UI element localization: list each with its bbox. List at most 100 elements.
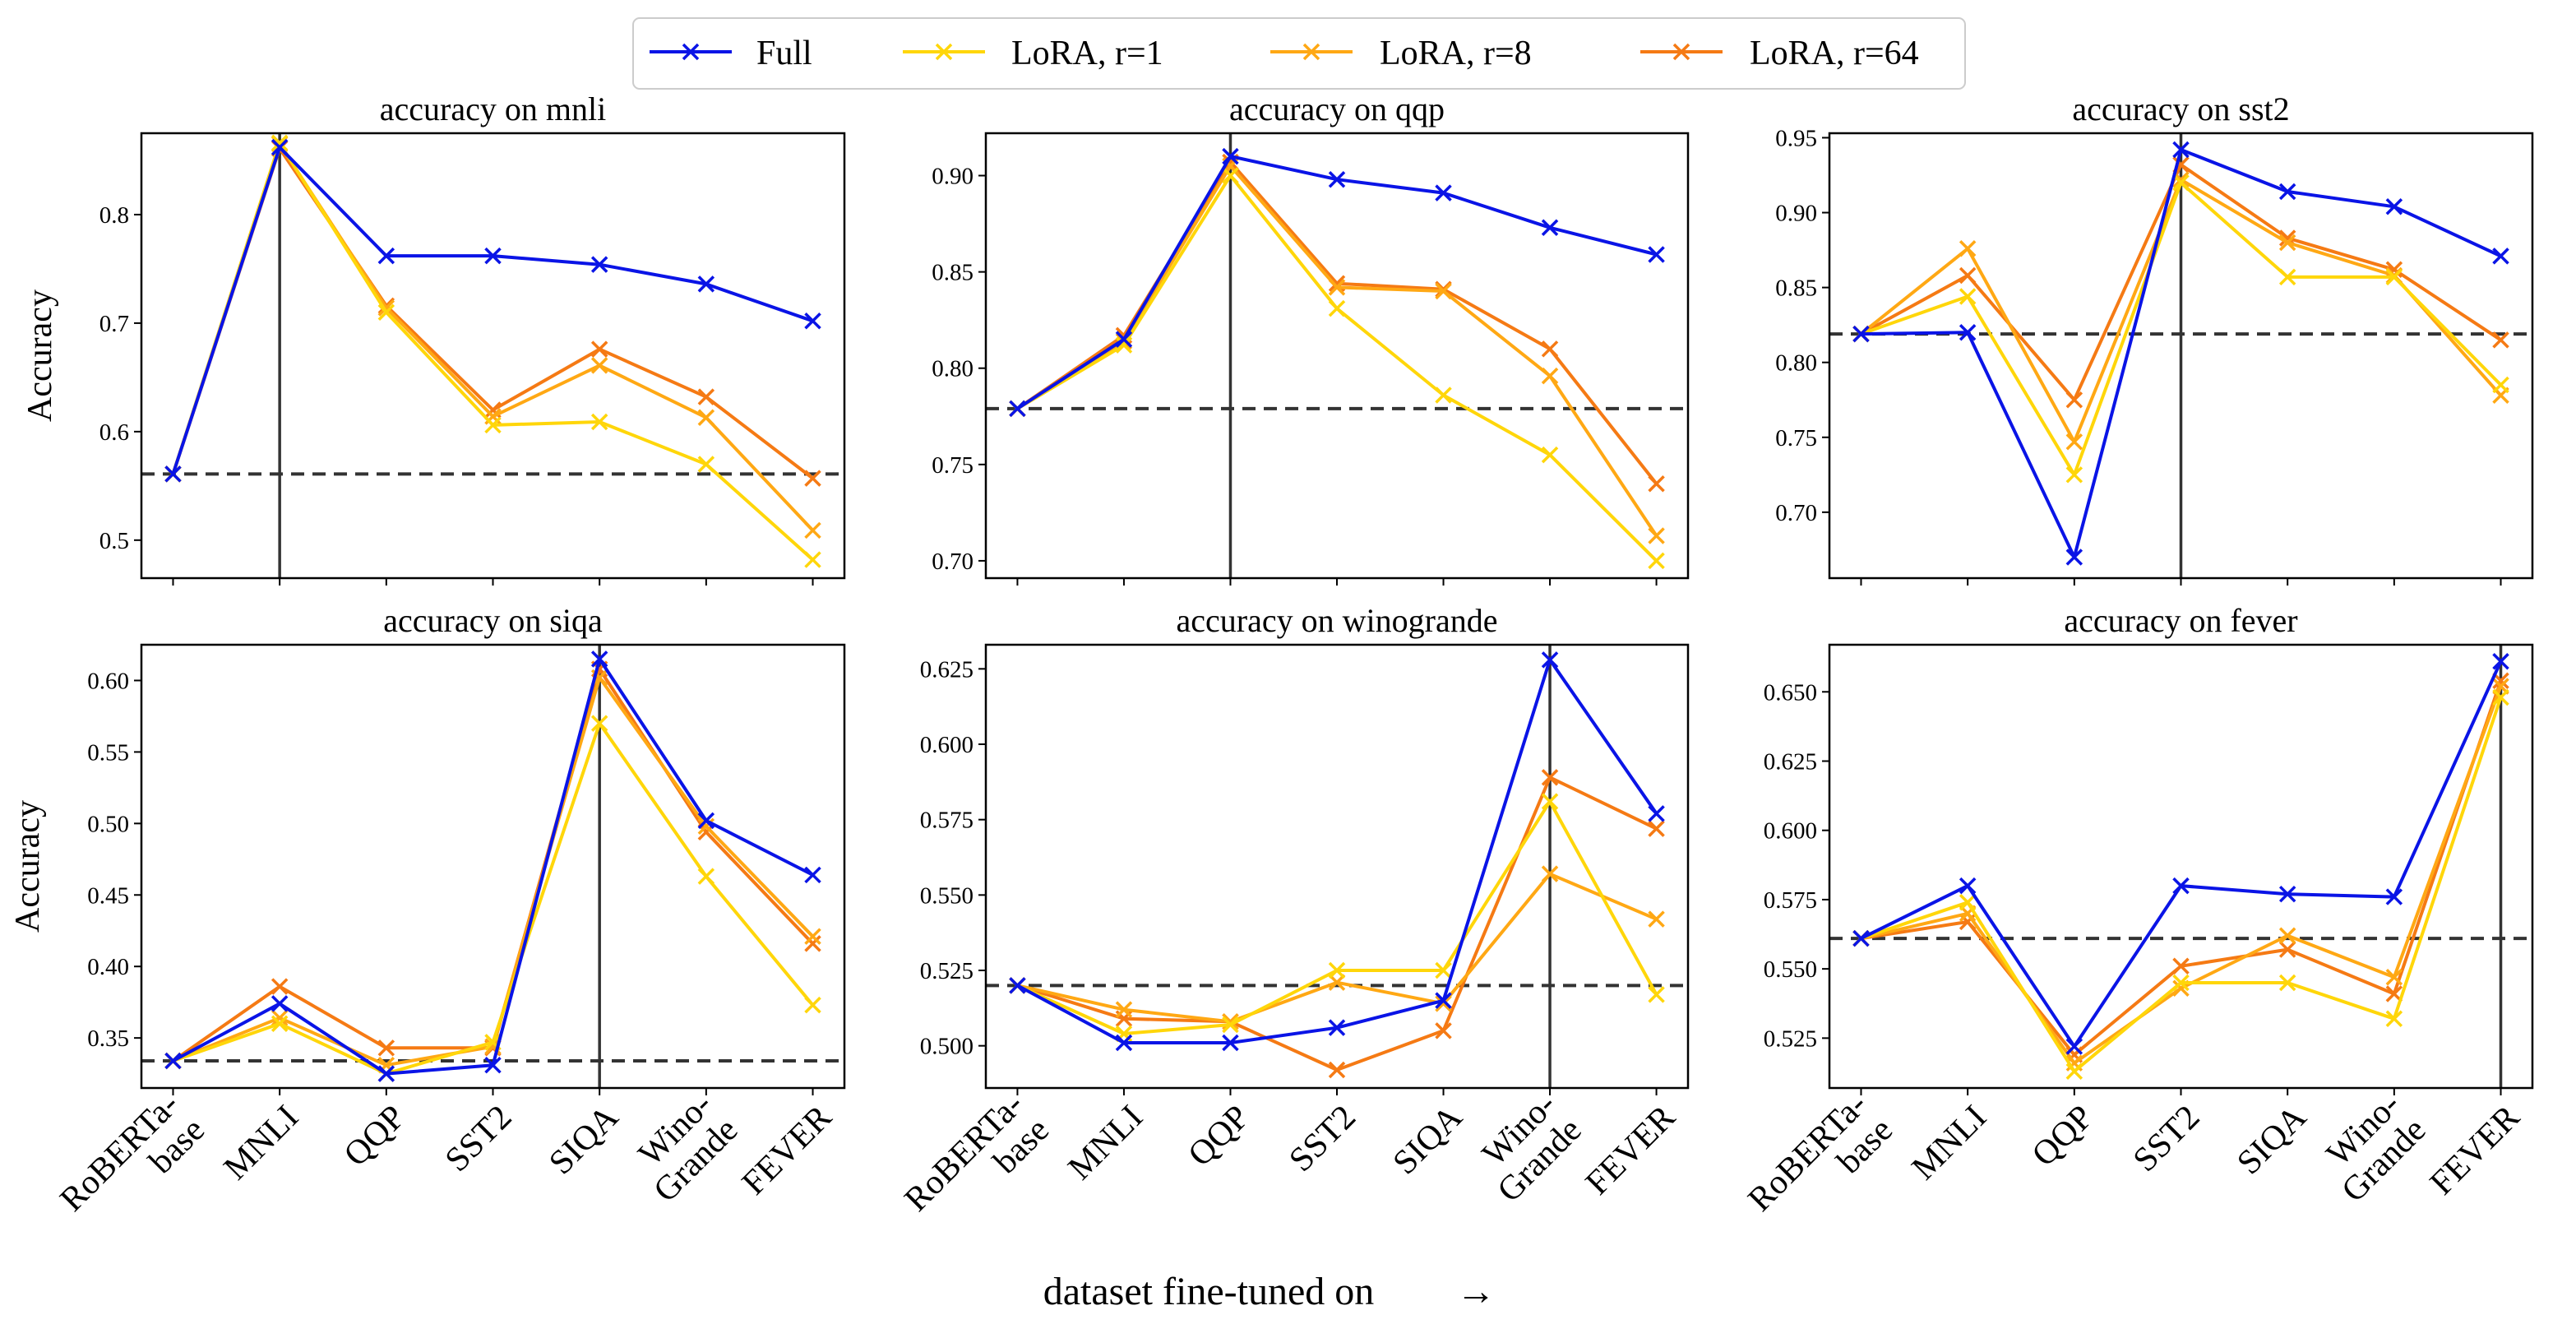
- data-point: [2385, 268, 2403, 286]
- legend-entry-full: Full: [650, 35, 812, 72]
- data-point: [1959, 877, 1977, 895]
- y-tick-label: 0.80: [1775, 350, 1817, 377]
- series-full: [1009, 651, 1665, 1052]
- y-tick-label: 0.85: [932, 260, 974, 286]
- y-tick-label: 0.550: [920, 882, 974, 909]
- data-point: [590, 650, 608, 668]
- y-tick-label: 0.575: [1764, 887, 1817, 914]
- data-point: [271, 134, 289, 152]
- series-full: [1852, 652, 2509, 1055]
- legend-label: LoRA, r=64: [1750, 35, 1919, 72]
- data-point: [697, 409, 715, 426]
- data-point: [804, 866, 821, 884]
- data-point: [2172, 957, 2190, 975]
- panel-title: accuracy on mnli: [380, 90, 606, 127]
- data-point: [2065, 466, 2083, 484]
- y-tick-label: 0.80: [932, 356, 974, 382]
- y-tick-label: 0.70: [932, 549, 974, 575]
- data-point: [1222, 147, 1239, 165]
- data-point: [164, 465, 182, 483]
- data-point: [484, 247, 502, 265]
- data-point: [271, 978, 289, 995]
- legend-label: LoRA, r=8: [1380, 35, 1532, 72]
- series-full: [164, 650, 821, 1082]
- data-point: [1328, 961, 1346, 979]
- data-point: [1435, 184, 1452, 201]
- panel-accuracy-on-mnli: accuracy on mnli Accuracy 0.5 0.6 0.7 0.8: [21, 90, 846, 586]
- panel-title: accuracy on winogrande: [1177, 602, 1498, 639]
- data-point: [1648, 820, 1665, 837]
- data-point: [2278, 268, 2296, 286]
- data-point: [697, 868, 715, 885]
- data-point: [1852, 929, 1870, 947]
- plot-area: [141, 133, 844, 578]
- data-point: [590, 715, 608, 732]
- panel-title: accuracy on qqp: [1229, 90, 1445, 127]
- data-point: [1648, 910, 1665, 928]
- figure-xlabel: dataset fine-tuned on: [1043, 1270, 1375, 1313]
- y-tick-label: 0.8: [99, 202, 129, 229]
- xlabel-arrow: →: [1456, 1270, 1496, 1313]
- panel-title: accuracy on fever: [2064, 602, 2297, 639]
- data-point: [804, 551, 821, 568]
- y-tick-label: 0.40: [87, 954, 129, 980]
- series-full: [164, 138, 821, 483]
- axes-frame: [1828, 643, 2534, 1090]
- y-tick-label: 0.500: [920, 1034, 974, 1060]
- data-point: [1541, 865, 1559, 882]
- y-tick-label: 0.90: [932, 164, 974, 190]
- data-point: [2278, 927, 2296, 944]
- data-point: [1541, 446, 1559, 464]
- data-point: [2278, 885, 2296, 903]
- plot-area: [1829, 133, 2532, 578]
- y-tick-label: 0.90: [1775, 201, 1817, 227]
- data-point: [484, 416, 502, 434]
- plot-area: [986, 133, 1688, 578]
- y-tick-label: 0.70: [1775, 500, 1817, 526]
- data-point: [804, 313, 821, 330]
- legend-label: LoRA, r=1: [1011, 35, 1163, 72]
- data-point: [2492, 248, 2509, 265]
- axes-frame: [140, 132, 846, 580]
- data-point: [697, 812, 715, 830]
- legend-marker: [682, 43, 700, 61]
- data-point: [2278, 974, 2296, 992]
- data-point: [1328, 170, 1346, 188]
- data-point: [1115, 1001, 1133, 1018]
- panel-accuracy-on-sst2: accuracy on sst2 0.70 0.75 0.80 0.85 0.90 0.95: [1775, 90, 2534, 586]
- data-point: [2385, 198, 2403, 215]
- data-point: [2065, 433, 2083, 451]
- y-tick-label: 0.45: [87, 882, 129, 909]
- legend-marker: [1672, 43, 1690, 61]
- y-tick-label: 0.650: [1764, 679, 1817, 706]
- plot-area: [986, 645, 1688, 1088]
- data-point: [2172, 974, 2190, 992]
- data-point: [1435, 387, 1452, 404]
- legend-label: Full: [756, 35, 812, 72]
- data-point: [484, 1056, 502, 1074]
- data-point: [697, 388, 715, 405]
- y-tick-label: 0.525: [1764, 1025, 1817, 1052]
- data-point: [1852, 325, 1870, 343]
- axes-frame: [1828, 132, 2534, 580]
- y-axis-label: Accuracy: [21, 289, 59, 422]
- data-point: [2492, 376, 2509, 394]
- y-tick-label: 0.525: [920, 958, 974, 984]
- data-point: [590, 256, 608, 273]
- data-point: [377, 1065, 395, 1082]
- series-lora-r-1: [164, 134, 821, 568]
- data-point: [1435, 961, 1452, 979]
- data-point: [1009, 400, 1026, 418]
- data-point: [271, 1009, 289, 1027]
- y-tick-label: 0.550: [1764, 956, 1817, 983]
- y-tick-label: 0.6: [99, 419, 129, 446]
- data-point: [697, 275, 715, 293]
- data-point: [1541, 367, 1559, 385]
- axes-frame: [984, 132, 1690, 580]
- data-point: [2065, 1038, 2083, 1055]
- y-tick-label: 0.7: [99, 311, 129, 337]
- data-point: [1541, 219, 1559, 236]
- data-point: [2065, 549, 2083, 566]
- legend-entry-lora-r-8: LoRA, r=8: [1270, 35, 1532, 72]
